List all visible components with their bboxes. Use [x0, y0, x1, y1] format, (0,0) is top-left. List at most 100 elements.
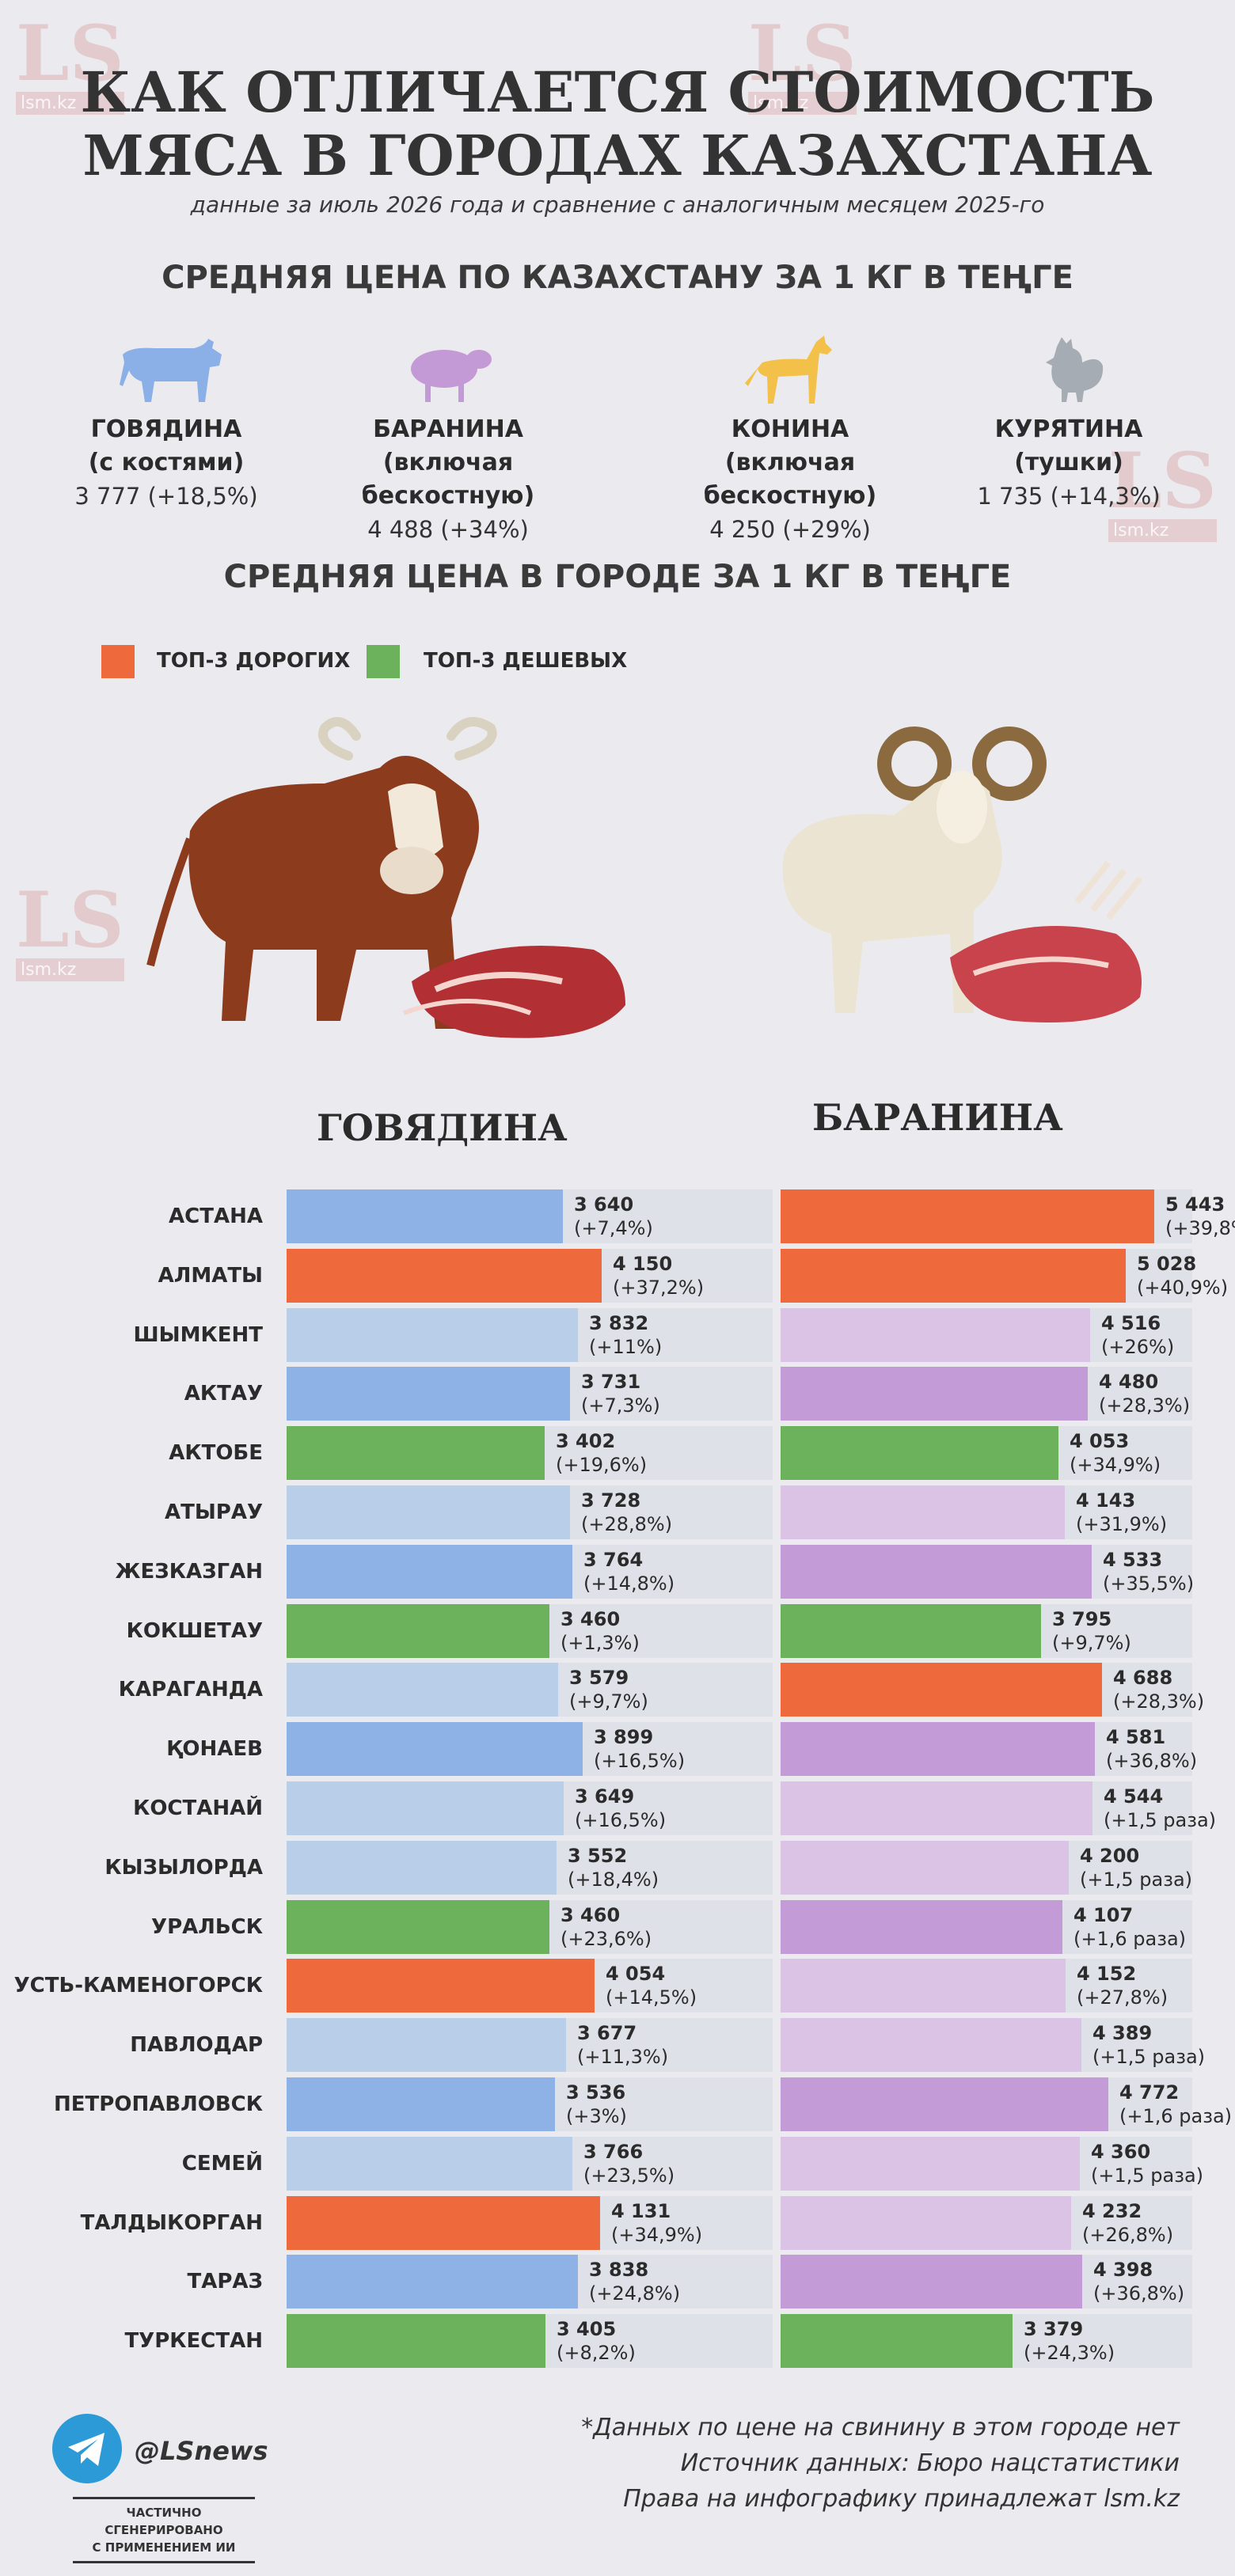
- beef-bar: [287, 1189, 563, 1243]
- price-change: (+35,5%): [1103, 1572, 1195, 1595]
- price-change: (+14,8%): [583, 1572, 675, 1595]
- chicken-icon: [1046, 337, 1104, 402]
- price-value: 3 405: [557, 2318, 617, 2341]
- beef-bar: [287, 1307, 578, 1362]
- city-label: ТАЛДЫКОРГАН: [80, 2210, 263, 2235]
- price-value: 4 398: [1093, 2259, 1153, 2282]
- legend-swatch-expensive: [101, 645, 135, 678]
- price-change: (+37,2%): [613, 1276, 705, 1299]
- price-change: (+31,9%): [1076, 1513, 1168, 1535]
- price-change: (+1,5 раза): [1091, 2164, 1204, 2187]
- beef-value-label: 4 131 (+34,9%): [611, 2199, 702, 2247]
- lamb-value-label: 4 772 (+1,6 раза): [1119, 2081, 1232, 2128]
- price-value: 4 054: [606, 1963, 666, 1986]
- cow-icon: [120, 339, 222, 402]
- legend-label-cheap: ТОП-3 ДЕШЕВЫХ: [424, 649, 628, 673]
- beef-bar: [287, 2136, 572, 2191]
- lamb-bar: [781, 1603, 1041, 1658]
- price-change: (+7,3%): [581, 1394, 660, 1417]
- city-label: ЖЕЗКАЗГАН: [115, 1559, 263, 1584]
- lamb-bar: [781, 1426, 1058, 1481]
- social-handle[interactable]: @LSnews: [135, 2436, 268, 2466]
- price-change: (+1,6 раза): [1074, 1927, 1187, 1950]
- lamb-bar: [781, 1959, 1066, 2013]
- price-change: (+14,5%): [606, 1986, 697, 2009]
- page-title-line1: КАК ОТЛИЧАЕТСЯ СТОИМОСТЬ: [80, 59, 1155, 125]
- beef-value-label: 4 150 (+37,2%): [613, 1252, 704, 1299]
- beef-value-label: 3 832 (+11%): [589, 1311, 662, 1359]
- beef-bar: [287, 1840, 557, 1895]
- price-value: 4 360: [1091, 2140, 1151, 2163]
- price-value: 5 443: [1165, 1193, 1226, 1216]
- lamb-bar: [781, 2314, 1013, 2369]
- beef-value-label: 3 677 (+11,3%): [577, 2021, 668, 2069]
- price-change: (+18,4%): [568, 1868, 659, 1891]
- city-label: АТЫРАУ: [164, 1500, 263, 1524]
- beef-value-label: 3 764 (+14,8%): [583, 1548, 674, 1595]
- price-value: 3 731: [581, 1371, 641, 1394]
- price-change: (+40,9%): [1137, 1276, 1229, 1299]
- footnote-rights: Права на инфографику принадлежат lsm.kz: [623, 2485, 1180, 2513]
- beef-value-label: 3 552 (+18,4%): [568, 1844, 659, 1891]
- beef-bar: [287, 1663, 558, 1717]
- price-change: (+24,3%): [1024, 2342, 1115, 2365]
- page-subtitle: данные за июль 2026 года и сравнение с а…: [190, 192, 1045, 218]
- lamb-bar: [781, 2136, 1080, 2191]
- price-value: 4 232: [1082, 2199, 1142, 2222]
- beef-value-label: 3 460 (+1,3%): [560, 1607, 640, 1655]
- ram-illustration: [782, 727, 1143, 1022]
- beef-bar: [287, 2314, 545, 2369]
- bull-illustration: [146, 717, 625, 1038]
- beef-value-label: 3 640 (+7,4%): [574, 1193, 653, 1240]
- price-change: (+24,8%): [589, 2282, 681, 2305]
- lamb-value-label: 4 360 (+1,5 раза): [1091, 2140, 1203, 2187]
- legend-swatch-cheap: [367, 645, 400, 678]
- city-label: КОКШЕТАУ: [126, 1618, 263, 1643]
- lamb-bar: [781, 2018, 1081, 2073]
- price-value: 3 832: [589, 1311, 649, 1334]
- price-value: 4 480: [1099, 1371, 1159, 1394]
- sheep-icon: [411, 350, 492, 402]
- price-change: (+19,6%): [556, 1454, 648, 1477]
- price-change: (+8,2%): [557, 2342, 636, 2365]
- beef-value-label: 3 460 (+23,6%): [560, 1903, 652, 1951]
- lamb-value-label: 4 232 (+26,8%): [1082, 2199, 1173, 2247]
- city-label: КОСТАНАЙ: [133, 1796, 263, 1820]
- price-value: 3 838: [589, 2259, 649, 2282]
- price-value: 3 460: [560, 1607, 621, 1630]
- price-value: 4 131: [611, 2199, 671, 2222]
- price-change: (+27,8%): [1077, 1986, 1168, 2009]
- price-value: 4 533: [1103, 1548, 1163, 1571]
- price-value: 3 402: [556, 1430, 616, 1453]
- price-change: (+23,6%): [560, 1927, 652, 1950]
- beef-value-label: 3 402 (+19,6%): [556, 1429, 647, 1477]
- lamb-bar: [781, 1307, 1090, 1362]
- price-change: (+1,5 раза): [1092, 2046, 1206, 2069]
- price-value: 3 728: [581, 1489, 641, 1512]
- telegram-icon[interactable]: [51, 2412, 124, 2485]
- price-change: (+36,8%): [1106, 1750, 1198, 1773]
- lamb-bar: [781, 1485, 1065, 1539]
- price-value: 4 544: [1104, 1785, 1164, 1808]
- ai-note: ЧАСТИЧНО СГЕНЕРИРОВАНО С ПРИМЕНЕНИЕМ ИИ: [73, 2497, 255, 2563]
- price-value: 3 795: [1052, 1607, 1112, 1630]
- beef-bar: [287, 2077, 555, 2131]
- lamb-value-label: 4 533 (+35,5%): [1103, 1548, 1194, 1595]
- watermark-right: LS lsm.kz: [1108, 436, 1217, 542]
- beef-bar: [287, 1485, 570, 1539]
- lamb-value-label: 3 379 (+24,3%): [1024, 2317, 1115, 2365]
- lamb-value-label: 4 053 (+34,9%): [1070, 1429, 1161, 1477]
- lamb-value-label: 4 480 (+28,3%): [1099, 1370, 1190, 1417]
- price-value: 4 143: [1076, 1489, 1136, 1512]
- horse-icon: [745, 336, 832, 404]
- page-title-line2: МЯСА В ГОРОДАХ КАЗАХСТАНА: [82, 123, 1153, 188]
- lamb-value-label: 3 795 (+9,7%): [1052, 1607, 1131, 1655]
- lamb-bar: [781, 1840, 1069, 1895]
- price-change: (+39,8%): [1165, 1217, 1235, 1239]
- price-value: 3 677: [577, 2022, 637, 2045]
- price-value: 3 536: [566, 2081, 626, 2104]
- city-label: СЕМЕЙ: [181, 2151, 263, 2176]
- price-value: 4 152: [1077, 1963, 1137, 1986]
- lamb-value-label: 4 143 (+31,9%): [1076, 1489, 1167, 1536]
- price-change: (+1,5 раза): [1104, 1809, 1217, 1831]
